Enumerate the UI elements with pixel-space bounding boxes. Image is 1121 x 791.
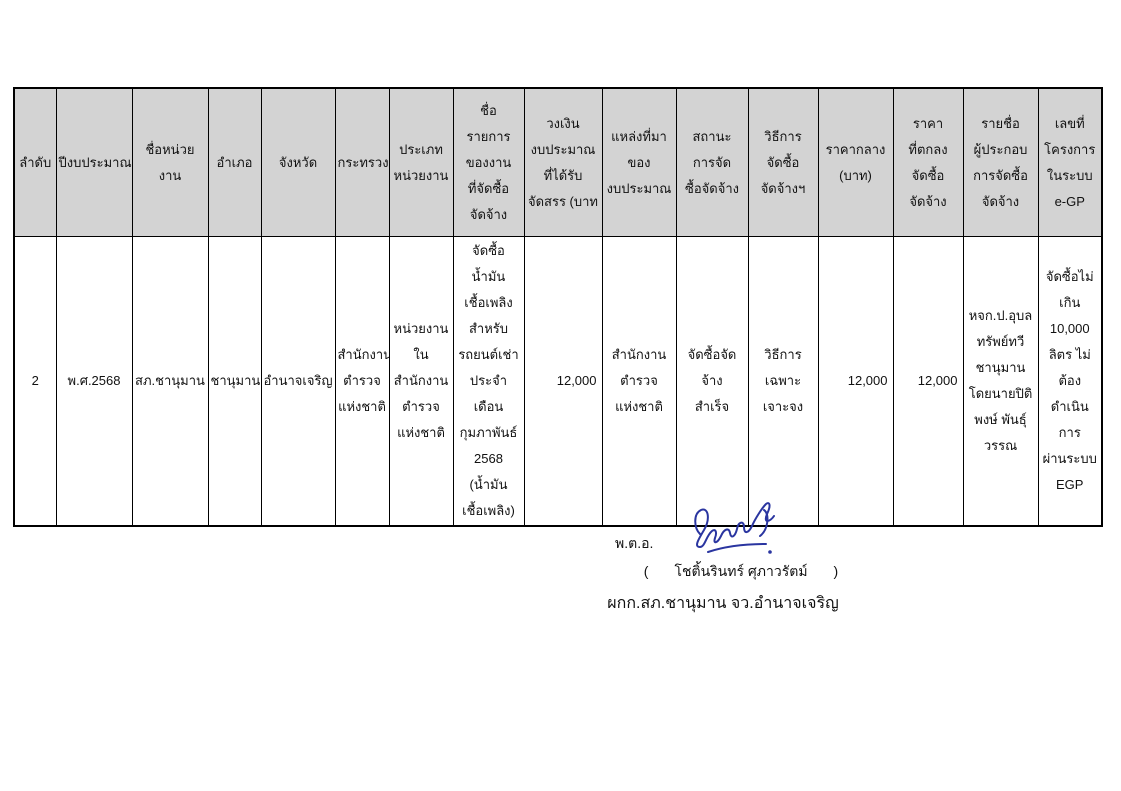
cell-budget-source: สำนักงาน ตำรวจ แห่งชาติ <box>601 236 677 527</box>
col-header-budget-source: แหล่งที่มา ของ งบประมาณ <box>601 87 677 237</box>
col-header-procurement-status: สถานะ การจัด ซื้อจัดจ้าง <box>675 87 749 237</box>
col-header-province: จังหวัด <box>260 87 336 237</box>
cell-procurement-status: จัดซื้อจัดจ้าง สำเร็จ <box>675 236 749 527</box>
col-header-agreed-price: ราคา ที่ตกลง จัดซื้อ จัดจ้าง <box>892 87 964 237</box>
cell-province: อำนาจเจริญ <box>260 236 336 527</box>
col-header-agency-name: ชื่อหน่วยงาน <box>131 87 209 237</box>
col-header-no: ลำดับ <box>13 87 57 237</box>
signer-rank: พ.ต.อ. <box>615 535 654 551</box>
col-header-procurement-method: วิธีการ จัดซื้อ จัดจ้างฯ <box>747 87 819 237</box>
col-header-agency-type: ประเภท หน่วยงาน <box>388 87 454 237</box>
signer-name: โชติ้นรินทร์ ศุภาวรัตม์ <box>674 563 808 579</box>
procurement-table: ลำดับ ปีงบประมาณ ชื่อหน่วยงาน อำเภอ จังห… <box>13 87 1103 527</box>
col-header-district: อำเภอ <box>207 87 262 237</box>
cell-allocated-budget: 12,000 <box>523 236 603 527</box>
paren-close: ) <box>833 563 839 579</box>
signer-title-line: ผกก.สภ.ชานุมาน จว.อำนาจเจริญ <box>607 595 839 612</box>
cell-egp-project-number: จัดซื้อไม่เกิน 10,000 ลิตร ไม่ ต้อง ดำเน… <box>1037 236 1103 527</box>
cell-agency-type: หน่วยงาน ใน สำนักงาน ตำรวจ แห่งชาติ <box>388 236 454 527</box>
procurement-table-grid: ลำดับ ปีงบประมาณ ชื่อหน่วยงาน อำเภอ จังห… <box>13 87 1103 527</box>
cell-ministry: สำนักงาน ตำรวจ แห่งชาติ <box>334 236 390 527</box>
signer-name-line: ( โชติ้นรินทร์ ศุภาวรัตม์ ) <box>560 561 922 583</box>
col-header-ministry: กระทรวง <box>334 87 390 237</box>
cell-vendor-name: หจก.ป.อุบล ทรัพย์ทวี ชานุมาน โดยนายปิติ … <box>962 236 1039 527</box>
paren-open: ( <box>643 563 649 579</box>
col-header-item-name: ชื่อ รายการ ของงาน ที่จัดซื้อ จัดจ้าง <box>452 87 525 237</box>
cell-agency-name: สภ.ชานุมาน <box>131 236 209 527</box>
cell-fiscal-year: พ.ศ.2568 <box>55 236 133 527</box>
col-header-egp-project-number: เลขที่ โครงการ ในระบบ e-GP <box>1037 87 1103 237</box>
handwritten-signature-icon <box>694 502 775 554</box>
col-header-allocated-budget: วงเงิน งบประมาณ ที่ได้รับ จัดสรร (บาท <box>523 87 603 237</box>
cell-reference-price: 12,000 <box>817 236 894 527</box>
cell-agreed-price: 12,000 <box>892 236 964 527</box>
table-data-row: 2 พ.ศ.2568 สภ.ชานุมาน ชานุมาน อำนาจเจริญ… <box>13 236 1103 527</box>
table-header-row: ลำดับ ปีงบประมาณ ชื่อหน่วยงาน อำเภอ จังห… <box>13 87 1103 237</box>
signature-block: พ.ต.อ. ( โชติ้นรินทร์ ศุภาวรัตม์ ) ผกก.ส… <box>560 495 980 635</box>
col-header-reference-price: ราคากลาง (บาท) <box>817 87 894 237</box>
cell-item-name: จัดซื้อน้ำมัน เชื้อเพลิง สำหรับ รถยนต์เช… <box>452 236 525 527</box>
col-header-fiscal-year: ปีงบประมาณ <box>55 87 133 237</box>
cell-no: 2 <box>13 236 57 527</box>
cell-procurement-method: วิธีการเฉพาะ เจาะจง <box>747 236 819 527</box>
cell-district: ชานุมาน <box>207 236 262 527</box>
col-header-vendor-name: รายชื่อ ผู้ประกอบ การจัดซื้อ จัดจ้าง <box>962 87 1039 237</box>
